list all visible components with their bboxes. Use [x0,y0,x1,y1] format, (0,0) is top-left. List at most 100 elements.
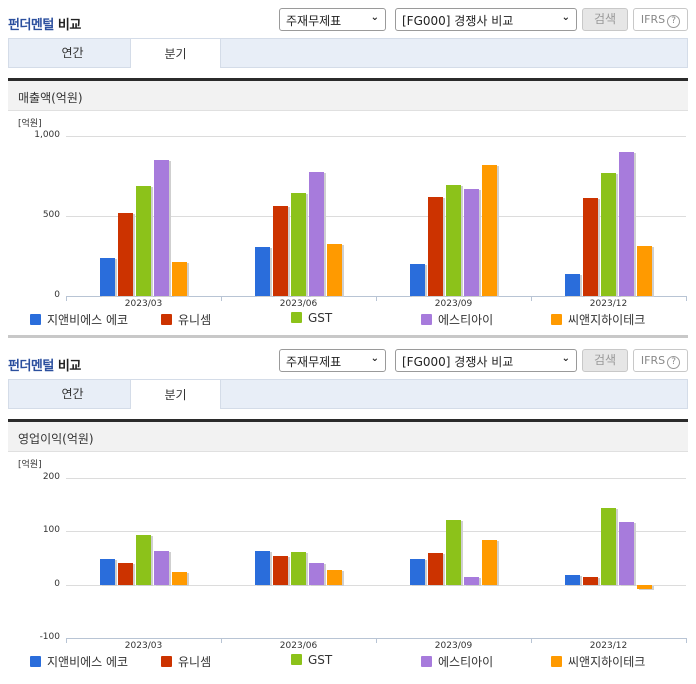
x-tick [376,638,377,643]
legend-item[interactable]: GST [291,311,332,325]
statement-select[interactable]: 주재무제표 ⌄ [279,8,386,31]
legend-item[interactable]: 에스티아이 [421,653,493,670]
bar-씨앤지하이테크[interactable] [327,570,343,585]
legend-item[interactable]: 씨앤지하이테크 [551,653,645,670]
bar-GST[interactable] [136,185,151,296]
bar-유니셈[interactable] [117,212,133,296]
legend-item[interactable]: 유니셈 [161,653,211,670]
help-icon[interactable]: ? [667,15,681,28]
compare-select[interactable]: [FG000] 경쟁사 비교 ⌄ [395,8,577,31]
bar-지앤비에스 에코[interactable] [254,550,270,585]
panel-header: 펀더멘털 비교 주재무제표 ⌄ [FG000] 경쟁사 비교 ⌄ 검색 IFRS? [0,341,696,379]
bar-지앤비에스 에코[interactable] [409,264,425,296]
section-title: 영업이익(억원) [18,432,94,446]
bar-지앤비에스 에코[interactable] [99,558,115,585]
x-tick-label: 2023/09 [434,299,473,309]
bar-씨앤지하이테크[interactable] [327,244,343,296]
bar-GST[interactable] [446,519,461,585]
legend-label: 지앤비에스 에코 [47,313,129,327]
bar-GST[interactable] [446,184,461,296]
legend-swatch-icon [30,656,41,667]
tab-annual[interactable]: 연간 [61,387,84,401]
chevron-down-icon: ⌄ [370,12,379,23]
ifrs-button[interactable]: IFRS? [633,8,688,31]
tab-quarterly[interactable]: 분기 [130,38,221,68]
bar-유니셈[interactable] [427,552,443,585]
bar-씨앤지하이테크[interactable] [482,540,498,585]
bar-GST[interactable] [601,507,616,585]
bar-에스티아이[interactable] [154,160,170,296]
legend-item[interactable]: 에스티아이 [421,311,493,328]
bar-지앤비에스 에코[interactable] [564,574,580,585]
bar-씨앤지하이테크[interactable] [172,572,188,585]
bar-유니셈[interactable] [427,196,443,296]
legend-item[interactable]: 지앤비에스 에코 [30,311,128,328]
period-tabs: 연간 분기 [8,38,688,68]
compare-select[interactable]: [FG000] 경쟁사 비교 ⌄ [395,349,577,372]
statement-select[interactable]: 주재무제표 ⌄ [279,349,386,372]
bar-지앤비에스 에코[interactable] [99,257,115,296]
legend-swatch-icon [291,312,302,323]
x-tick [66,638,67,643]
divider [8,335,688,338]
bar-에스티아이[interactable] [619,152,635,296]
tab-annual[interactable]: 연간 [61,46,84,60]
bar-에스티아이[interactable] [309,563,325,585]
ifrs-button[interactable]: IFRS? [633,349,688,372]
legend-label: 에스티아이 [438,313,494,327]
y-tick-label: 0 [54,578,60,589]
legend-swatch-icon [291,654,302,665]
help-icon[interactable]: ? [667,356,681,369]
x-tick [686,296,687,301]
bar-GST[interactable] [291,192,306,296]
chevron-down-icon: ⌄ [370,353,379,364]
tab-quarterly[interactable]: 분기 [130,379,221,409]
x-tick [531,296,532,301]
legend-swatch-icon [421,314,432,325]
bar-에스티아이[interactable] [154,550,170,585]
bar-GST[interactable] [601,172,616,296]
bar-지앤비에스 에코[interactable] [254,247,270,296]
bar-씨앤지하이테크[interactable] [172,261,188,296]
x-tick [221,296,222,301]
bar-유니셈[interactable] [117,562,133,585]
legend-item[interactable]: 씨앤지하이테크 [551,311,645,328]
gridline [66,531,686,533]
legend-item[interactable]: 지앤비에스 에코 [30,653,128,670]
revenue-bar-chart: [억원] 1,000 500 0 2023/03 2023/06 2023/09 2023/… [8,111,688,337]
search-button[interactable]: 검색 [582,349,628,372]
legend-item[interactable]: GST [291,653,332,667]
bar-유니셈[interactable] [582,198,598,296]
gridline [66,584,686,586]
bar-씨앤지하이테크[interactable] [637,246,653,296]
legend-label: 유니셈 [178,655,212,669]
bar-에스티아이[interactable] [464,188,480,296]
x-tick [531,638,532,643]
operating-profit-bar-chart: [억원] 200 100 0 -100 2023/03 2023/06 2023/09 202… [8,452,688,682]
x-tick [66,296,67,301]
legend-item[interactable]: 유니셈 [161,311,211,328]
bar-에스티아이[interactable] [464,577,480,585]
legend-label: 지앤비에스 에코 [47,655,129,669]
y-tick-label: 1,000 [34,130,60,140]
fundamental-compare-panel-operating-profit: 펀더멘털 비교 주재무제표 ⌄ [FG000] 경쟁사 비교 ⌄ 검색 IFRS? … [0,341,696,669]
legend-label: GST [308,653,333,667]
bar-지앤비에스 에코[interactable] [409,558,425,585]
bar-에스티아이[interactable] [619,521,635,585]
chevron-down-icon: ⌄ [561,12,570,23]
bar-유니셈[interactable] [272,556,288,585]
search-button[interactable]: 검색 [582,8,628,31]
bar-씨앤지하이테크[interactable] [637,584,653,590]
bar-유니셈[interactable] [582,577,598,585]
legend-swatch-icon [551,656,562,667]
bar-에스티아이[interactable] [309,172,325,296]
bar-유니셈[interactable] [272,205,288,296]
bar-씨앤지하이테크[interactable] [482,164,498,296]
panel-title: 펀더멘털 비교 [8,359,81,374]
period-tabs: 연간 분기 [8,379,688,409]
bar-지앤비에스 에코[interactable] [564,273,580,296]
y-tick-label: 0 [54,290,60,300]
bar-GST[interactable] [136,534,151,585]
gridline [66,136,686,137]
bar-GST[interactable] [291,551,306,585]
